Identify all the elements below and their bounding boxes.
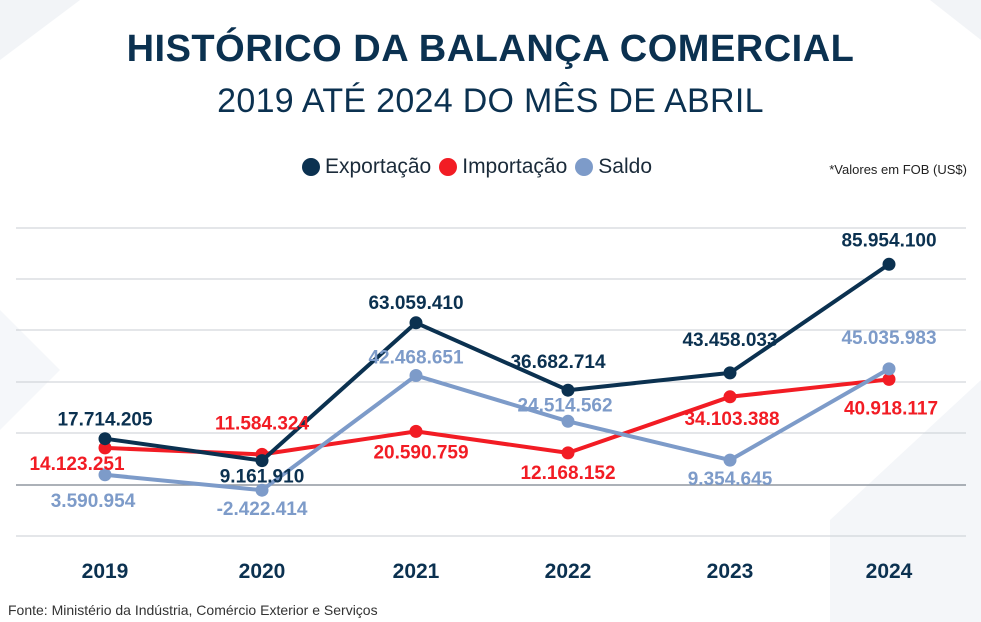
data-label-saldo-2021: 42.468.651 xyxy=(368,347,464,368)
data-point-saldo-2020 xyxy=(255,483,269,497)
chart-legend: Exportação Importação Saldo xyxy=(302,155,660,179)
data-point-exportação-2024 xyxy=(882,257,896,271)
data-label-exportação-2024: 85.954.100 xyxy=(841,230,936,251)
data-point-importação-2024 xyxy=(882,372,896,386)
x-tick-label-2024: 2024 xyxy=(866,560,913,583)
data-label-importação-2023: 34.103.388 xyxy=(684,409,779,430)
data-label-exportação-2023: 43.458.033 xyxy=(682,330,777,351)
data-point-saldo-2022 xyxy=(561,414,575,428)
data-point-exportação-2021 xyxy=(409,316,423,330)
x-tick-label-2020: 2020 xyxy=(239,560,286,583)
data-label-exportação-2022: 36.682.714 xyxy=(510,352,606,373)
legend-label-exportacao: Exportação xyxy=(325,155,432,178)
data-point-exportação-2019 xyxy=(98,432,112,446)
series-line-exportação xyxy=(104,262,891,463)
data-point-saldo-2023 xyxy=(723,453,737,467)
chart-title: HISTÓRICO DA BALANÇA COMERCIAL xyxy=(126,28,855,70)
data-label-saldo-2024: 45.035.983 xyxy=(841,328,936,349)
x-tick-label-2019: 2019 xyxy=(82,560,129,583)
data-point-exportação-2023 xyxy=(723,366,737,380)
legend-item-exportacao: Exportação xyxy=(302,155,431,179)
data-label-importação-2024: 40.918.117 xyxy=(844,398,938,419)
legend-dot-saldo xyxy=(575,158,594,176)
data-label-importação-2022: 12.168.152 xyxy=(520,463,615,484)
x-tick-label-2023: 2023 xyxy=(707,560,754,583)
data-label-importação-2021: 20.590.759 xyxy=(373,442,468,463)
source-note: Fonte: Ministério da Indústria, Comércio… xyxy=(8,602,378,618)
legend-dot-exportacao xyxy=(302,158,320,176)
data-point-importação-2019 xyxy=(98,441,112,455)
data-point-importação-2021 xyxy=(409,424,423,438)
data-point-saldo-2019 xyxy=(98,468,112,482)
series-line-saldo xyxy=(104,367,890,493)
series-line-importação xyxy=(104,377,890,457)
data-label-saldo-2019: 3.590.954 xyxy=(51,491,136,512)
data-label-exportação-2021: 63.059.410 xyxy=(368,293,463,314)
legend-item-importacao: Importação xyxy=(439,155,567,179)
data-label-importação-2019: 14.123.251 xyxy=(29,454,125,475)
currency-note: *Valores em FOB (US$) xyxy=(829,162,967,177)
legend-dot-importacao xyxy=(439,158,458,176)
legend-item-saldo: Saldo xyxy=(575,155,652,179)
legend-label-importacao: Importação xyxy=(462,155,568,178)
data-label-importação-2020: 11.584.324 xyxy=(215,413,309,434)
x-tick-label-2021: 2021 xyxy=(393,560,440,583)
data-point-importação-2023 xyxy=(723,390,737,404)
chart-subtitle: 2019 ATÉ 2024 DO MÊS DE ABRIL xyxy=(217,82,764,120)
data-label-exportação-2019: 17.714.205 xyxy=(57,410,153,431)
data-label-saldo-2020: -2.422.414 xyxy=(217,499,308,520)
data-point-importação-2022 xyxy=(561,446,575,460)
data-label-exportação-2020: 9.161.910 xyxy=(220,467,305,488)
data-label-saldo-2022: 24.514.562 xyxy=(517,395,612,416)
x-tick-label-2022: 2022 xyxy=(545,560,592,583)
data-point-saldo-2021 xyxy=(409,369,423,382)
data-point-exportação-2020 xyxy=(255,454,269,468)
data-point-exportação-2022 xyxy=(561,383,575,397)
legend-label-saldo: Saldo xyxy=(598,155,653,178)
data-point-saldo-2024 xyxy=(882,362,896,376)
data-label-saldo-2023: 9.354.645 xyxy=(688,469,773,490)
